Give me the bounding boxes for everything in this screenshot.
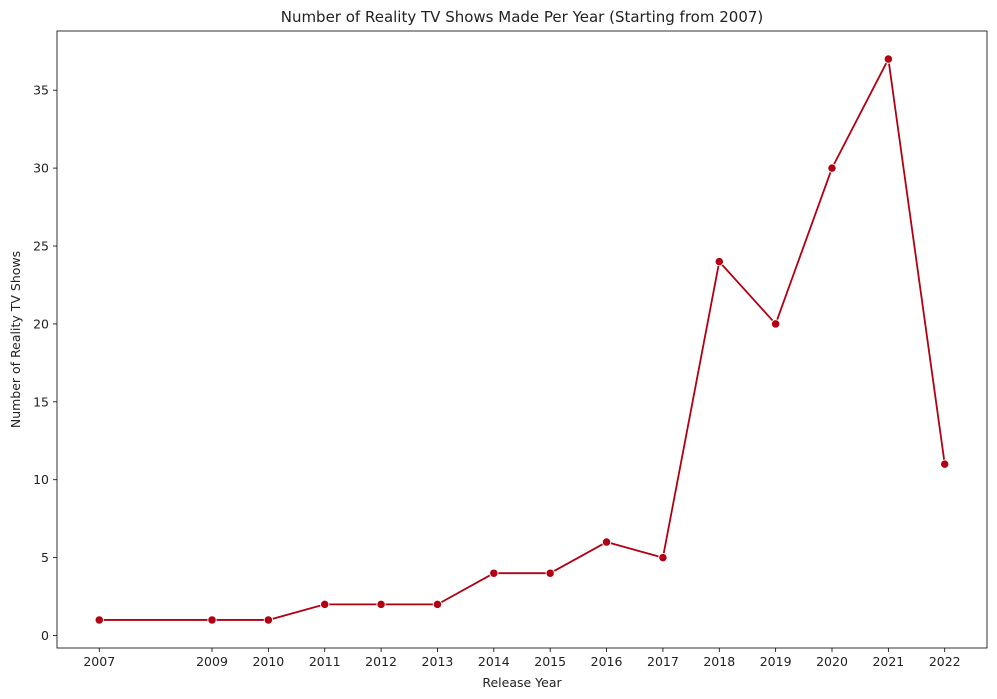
data-point (940, 459, 950, 469)
data-point (658, 552, 668, 563)
x-tick-label: 2017 (647, 654, 679, 669)
x-tick-label: 2011 (309, 654, 341, 669)
data-point (489, 568, 499, 578)
y-tick-label: 0 (41, 628, 49, 643)
x-tick-label: 2014 (478, 654, 510, 669)
y-axis-label: Number of Reality TV Shows (8, 251, 23, 428)
y-tick-label: 25 (33, 239, 49, 254)
data-point (207, 615, 217, 625)
y-tick-label: 20 (33, 316, 49, 331)
y-tick-label: 30 (33, 161, 49, 176)
data-point (263, 615, 274, 625)
x-tick-label: 2021 (872, 654, 904, 669)
x-tick-label: 2018 (703, 654, 735, 669)
plot-area (94, 54, 950, 625)
x-tick-label: 2016 (591, 654, 623, 669)
x-tick-label: 2015 (534, 654, 566, 669)
x-tick-label: 2019 (760, 654, 792, 669)
x-tick-label: 2022 (929, 654, 961, 669)
x-axis: 2007 2009 2010 2011 2012 2013 2014 2015 2016 2017… (83, 648, 961, 669)
data-point (883, 54, 894, 64)
data-point (545, 568, 555, 578)
data-point (601, 537, 612, 547)
y-tick-label: 5 (41, 550, 49, 565)
x-tick-label: 2013 (422, 654, 454, 669)
y-axis: 0 5 10 15 20 25 30 35 (33, 83, 57, 643)
data-point (827, 163, 837, 173)
chart-title: Number of Reality TV Shows Made Per Year… (281, 8, 764, 26)
x-tick-label: 2007 (83, 654, 115, 669)
x-tick-label: 2009 (196, 654, 228, 669)
y-tick-label: 15 (33, 394, 49, 409)
data-point (432, 599, 443, 610)
data-point (94, 615, 104, 625)
data-point (770, 319, 781, 329)
plot-frame (56, 30, 988, 649)
x-tick-label: 2012 (365, 654, 397, 669)
data-point (714, 256, 724, 267)
series-line (99, 58, 946, 621)
x-tick-label: 2020 (816, 654, 848, 669)
y-tick-label: 35 (33, 83, 49, 98)
x-axis-label: Release Year (482, 675, 562, 690)
data-point (320, 599, 330, 610)
x-tick-label: 2010 (252, 654, 284, 669)
data-point (376, 599, 386, 610)
y-tick-label: 10 (33, 472, 49, 487)
